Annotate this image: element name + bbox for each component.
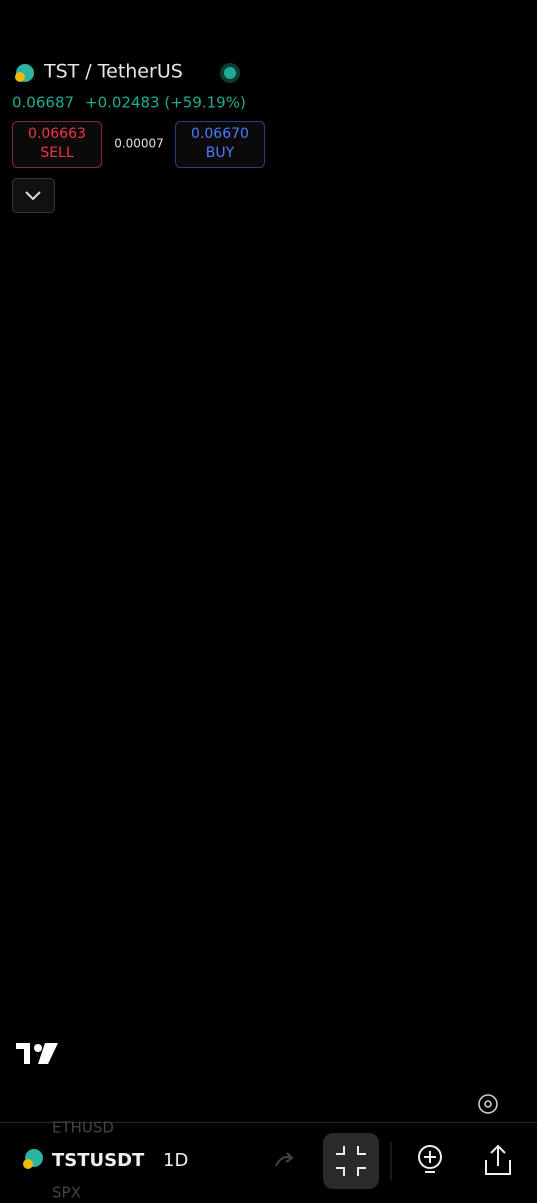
spread: 0.00007: [114, 137, 164, 151]
buy-price: 0.06670: [191, 126, 249, 142]
ghost-symbol: SPX: [52, 1184, 81, 1200]
price-change: +0.02483 (+59.19%): [85, 94, 246, 112]
interval[interactable]: 1D: [163, 1150, 188, 1171]
ghost-symbol: ETHUSD: [52, 1119, 114, 1137]
logo-part: [16, 1043, 30, 1064]
exchange-icon: [23, 1159, 33, 1169]
tv-logo: [16, 1043, 58, 1064]
buy-button[interactable]: [175, 121, 265, 168]
buy-label: BUY: [206, 145, 235, 161]
chevron-icon: [25, 191, 41, 201]
settings-icon[interactable]: [478, 1094, 498, 1114]
sell-button[interactable]: [12, 121, 102, 168]
settings-ring: [478, 1094, 498, 1114]
symbol-title: TST / TetherUS: [43, 61, 183, 83]
last-price: 0.06687: [12, 94, 74, 112]
fullscreen-button[interactable]: [323, 1133, 379, 1189]
collapse-button[interactable]: [12, 178, 55, 213]
sell-price: 0.06663: [28, 126, 86, 142]
status-dot: [224, 67, 236, 79]
settings-core: [484, 1100, 492, 1108]
idea-icon[interactable]: [418, 1145, 442, 1169]
share-icon[interactable]: [485, 1144, 511, 1175]
idea-icon-detail: [424, 1151, 436, 1173]
logo-part: [38, 1043, 58, 1064]
logo-part: [34, 1044, 42, 1052]
exchange-icon: [15, 72, 25, 82]
sell-label: SELL: [40, 145, 74, 161]
redo-icon[interactable]: [275, 1152, 294, 1167]
exit-fullscreen-icon: [336, 1146, 366, 1176]
toolbar-symbol[interactable]: TSTUSDT: [52, 1150, 145, 1171]
